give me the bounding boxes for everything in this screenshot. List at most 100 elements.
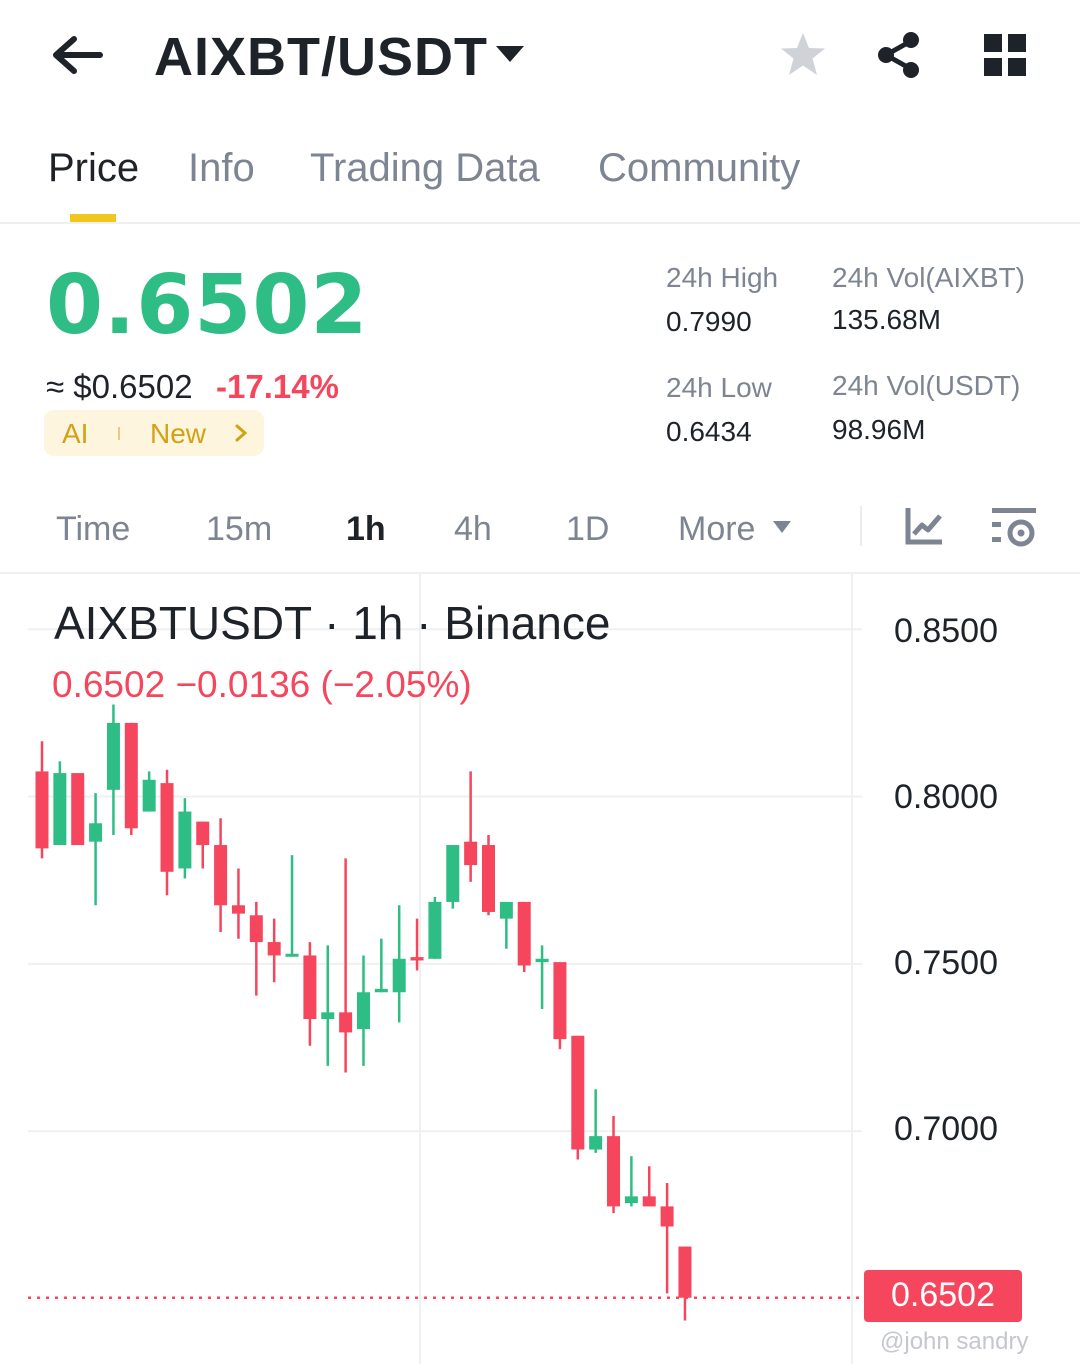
candle-body xyxy=(71,773,85,846)
candle xyxy=(392,905,406,1023)
candle xyxy=(642,1166,656,1207)
candle-body xyxy=(267,942,281,956)
candle-body xyxy=(464,841,478,866)
candle-body xyxy=(589,1136,603,1150)
caret-down-icon[interactable] xyxy=(772,520,792,534)
current-price-tag: 0.6502 xyxy=(864,1270,1022,1322)
candle xyxy=(89,793,103,906)
y-axis-label: 0.7000 xyxy=(894,1110,998,1148)
candle xyxy=(571,1035,585,1160)
candle xyxy=(535,945,549,1009)
24h-low-label: 24h Low xyxy=(666,372,772,403)
candle xyxy=(446,845,460,909)
chart-ohlc-readout: 0.6502 −0.0136 (−2.05%) xyxy=(52,664,472,705)
candle-body xyxy=(678,1246,692,1298)
chart-symbol-title: AIXBTUSDT · 1h · Binance xyxy=(54,597,611,649)
tab-trading-data[interactable]: Trading Data xyxy=(310,146,540,190)
interval-4h[interactable]: 4h xyxy=(454,510,492,548)
ai-new-tag[interactable]: AI New xyxy=(44,410,264,456)
candle xyxy=(482,834,495,916)
candle xyxy=(553,962,567,1050)
candle-body xyxy=(660,1206,674,1227)
candle-body xyxy=(553,962,567,1040)
candle xyxy=(142,771,156,812)
share-icon[interactable] xyxy=(874,30,924,80)
candles xyxy=(35,704,692,1321)
candle xyxy=(678,1246,692,1321)
candle-body xyxy=(642,1196,656,1207)
candle-body xyxy=(249,915,263,943)
active-tab-indicator xyxy=(70,214,116,222)
interval-1h[interactable]: 1h xyxy=(346,510,386,548)
24h-high-value: 0.7990 xyxy=(666,306,752,337)
candle-body xyxy=(624,1196,638,1204)
candle xyxy=(660,1182,674,1294)
candle-body xyxy=(321,1012,335,1020)
candlestick-chart[interactable] xyxy=(0,574,1080,1364)
y-axis-label: 0.7500 xyxy=(894,944,998,982)
24h-vol-base-value: 135.68M xyxy=(832,304,941,335)
interval-more[interactable]: More xyxy=(678,510,756,548)
interval-time[interactable]: Time xyxy=(56,510,131,548)
candle xyxy=(35,741,49,859)
toolbar-divider xyxy=(860,506,862,546)
usd-approx-price: ≈ $0.6502 xyxy=(46,368,193,405)
tab-info[interactable]: Info xyxy=(188,146,255,190)
candle xyxy=(589,1089,603,1153)
tab-community[interactable]: Community xyxy=(598,146,801,190)
tag-separator xyxy=(118,427,120,440)
candle-body xyxy=(196,821,210,846)
candle xyxy=(160,769,174,896)
interval-1d[interactable]: 1D xyxy=(566,510,610,548)
candle xyxy=(410,918,424,971)
candle-body xyxy=(285,953,299,957)
candle-body xyxy=(303,955,317,1020)
last-price: 0.6502 xyxy=(46,258,369,353)
candle-body xyxy=(231,905,245,914)
candle-body xyxy=(356,992,370,1030)
candle xyxy=(374,938,388,993)
y-axis-label: 0.8500 xyxy=(894,612,998,650)
candle xyxy=(231,868,245,939)
candle-body xyxy=(517,901,531,966)
candle xyxy=(106,704,120,835)
tag-ai-label: AI xyxy=(62,418,89,449)
candle xyxy=(71,773,85,846)
candle xyxy=(124,722,138,835)
candle xyxy=(339,858,353,1073)
chart-settings-icon[interactable] xyxy=(990,504,1038,550)
candle xyxy=(321,945,335,1066)
candle-body xyxy=(106,722,120,790)
24h-low-value: 0.6434 xyxy=(666,416,752,447)
candle-body xyxy=(499,901,513,919)
candle-body xyxy=(142,779,156,812)
caret-down-icon[interactable] xyxy=(494,42,526,66)
24h-vol-base-label: 24h Vol(AIXBT) xyxy=(832,262,1025,293)
candle-body xyxy=(374,988,388,993)
24h-vol-quote-label: 24h Vol(USDT) xyxy=(832,370,1021,401)
candle xyxy=(196,821,210,869)
candle xyxy=(464,771,478,882)
tab-price[interactable]: Price xyxy=(48,146,140,190)
candle-body xyxy=(392,958,406,993)
candle xyxy=(428,896,442,959)
candle-body xyxy=(410,957,424,961)
chart-grid xyxy=(28,574,862,1364)
pair-title[interactable]: AIXBT/USDT xyxy=(154,27,488,87)
candle-body xyxy=(482,845,495,912)
candle-body xyxy=(535,958,549,963)
candle xyxy=(517,901,531,973)
candle xyxy=(53,761,67,846)
candle-body xyxy=(35,771,49,849)
24h-high-label: 24h High xyxy=(666,262,779,293)
tag-new-label: New xyxy=(150,418,207,449)
arrow-left-icon[interactable] xyxy=(48,30,108,80)
candle xyxy=(178,798,192,879)
y-axis-label: 0.8000 xyxy=(894,778,998,816)
interval-15m[interactable]: 15m xyxy=(206,510,273,548)
indicator-chart-icon[interactable] xyxy=(904,506,944,546)
star-icon[interactable] xyxy=(778,30,828,80)
candle-body xyxy=(571,1035,585,1150)
grid-icon[interactable] xyxy=(982,32,1028,78)
candle-body xyxy=(89,823,103,842)
